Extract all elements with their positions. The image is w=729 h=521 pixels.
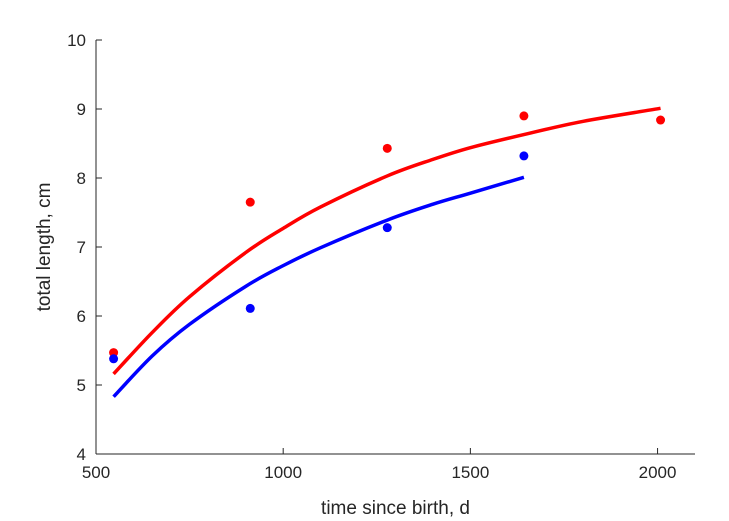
- x-tick-label: 2000: [639, 463, 677, 482]
- blue-data-point: [245, 303, 255, 313]
- red-data-point: [382, 143, 392, 153]
- y-tick-label: 6: [77, 307, 86, 326]
- data-points: [109, 111, 666, 364]
- y-tick-label: 8: [77, 169, 86, 188]
- y-tick-label: 4: [77, 445, 86, 464]
- red-data-point: [109, 348, 119, 358]
- red-fit-curve: [112, 106, 661, 376]
- x-tick-label: 1000: [264, 463, 302, 482]
- fit-curves: [112, 106, 661, 398]
- y-tick-label: 7: [77, 238, 86, 257]
- y-axis-ticks: 4 5 6 7 8 9 10: [67, 31, 102, 464]
- red-data-point: [656, 115, 666, 125]
- blue-data-point: [382, 223, 392, 233]
- y-tick-label: 5: [77, 376, 86, 395]
- red-data-point: [245, 197, 255, 207]
- axes: 500 1000 1500 2000 4 5 6 7 8 9 10: [67, 31, 695, 482]
- red-data-point: [519, 111, 529, 121]
- x-tick-label: 500: [82, 463, 110, 482]
- x-axis-title: time since birth, d: [321, 498, 470, 519]
- x-axis-ticks: 500 1000 1500 2000: [82, 448, 677, 482]
- y-tick-label: 9: [77, 100, 86, 119]
- y-axis-title: total length, cm: [34, 183, 55, 312]
- blue-fit-curve: [112, 175, 525, 398]
- blue-data-point: [519, 151, 529, 161]
- x-tick-label: 1500: [451, 463, 489, 482]
- y-tick-label: 10: [67, 31, 86, 50]
- blue-data-point: [109, 354, 119, 364]
